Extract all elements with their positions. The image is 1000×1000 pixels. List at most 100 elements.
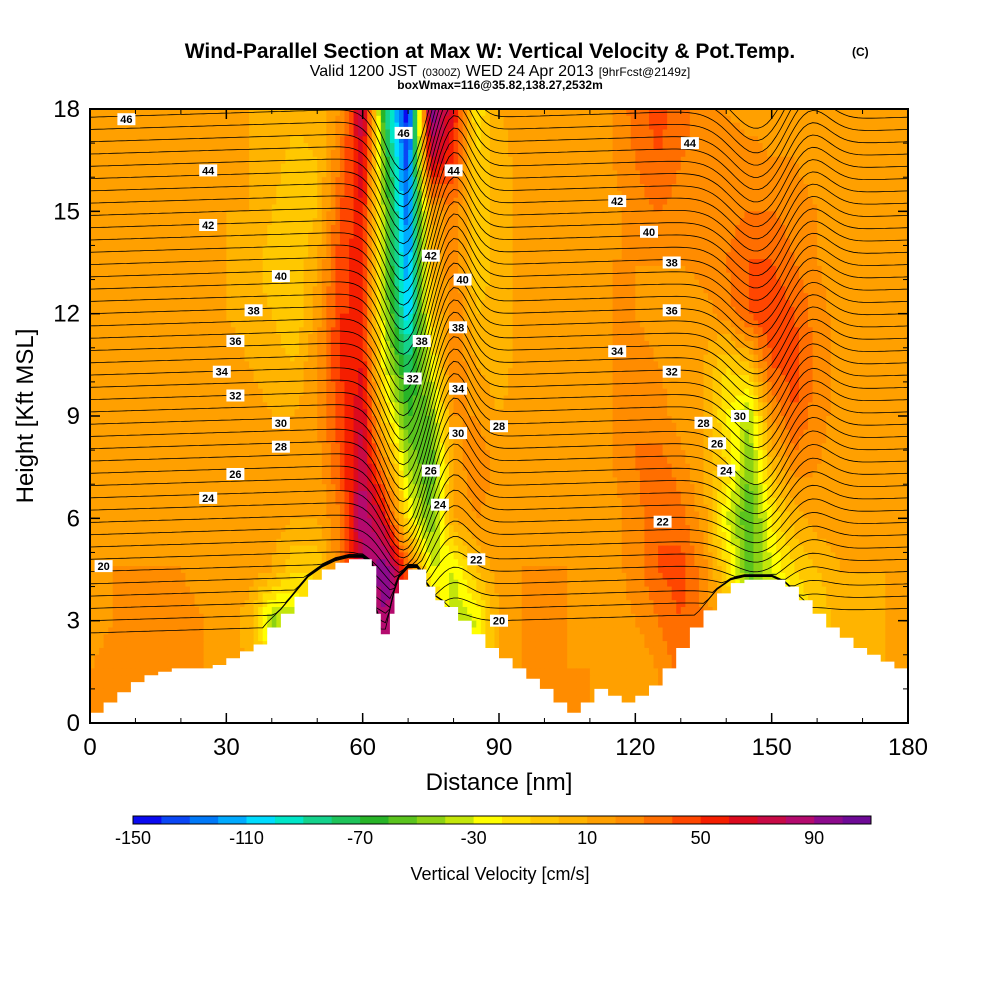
heatmap-cell <box>894 225 899 232</box>
heatmap-cell <box>576 259 581 266</box>
heatmap-cell <box>176 129 181 136</box>
heatmap-cell <box>654 252 659 259</box>
heatmap-cell <box>317 273 322 280</box>
heatmap-cell <box>204 109 209 116</box>
heatmap-cell <box>172 252 177 259</box>
heatmap-cell <box>690 218 695 225</box>
heatmap-cell <box>276 177 281 184</box>
heatmap-cell <box>254 211 259 218</box>
heatmap-cell <box>145 157 150 164</box>
heatmap-cell <box>694 191 699 198</box>
heatmap-cell <box>108 280 113 287</box>
heatmap-cell <box>826 150 831 157</box>
heatmap-cell <box>408 266 413 273</box>
heatmap-cell <box>526 198 531 205</box>
heatmap-cell <box>590 266 595 273</box>
heatmap-cell <box>335 150 340 157</box>
heatmap-cell <box>226 177 231 184</box>
heatmap-cell <box>217 218 222 225</box>
heatmap-cell <box>358 129 363 136</box>
heatmap-cell <box>581 177 586 184</box>
heatmap-cell <box>813 245 818 252</box>
heatmap-cell <box>535 259 540 266</box>
heatmap-cell <box>590 170 595 177</box>
heatmap-cell <box>126 164 131 171</box>
heatmap-cell <box>145 211 150 218</box>
heatmap-cell <box>540 273 545 280</box>
heatmap-cell <box>758 205 763 212</box>
heatmap-cell <box>190 198 195 205</box>
heatmap-cell <box>349 198 354 205</box>
heatmap-cell <box>299 157 304 164</box>
heatmap-cell <box>549 143 554 150</box>
heatmap-cell <box>508 280 513 287</box>
heatmap-cell <box>213 184 218 191</box>
heatmap-cell <box>890 239 895 246</box>
heatmap-cell <box>663 218 668 225</box>
heatmap-cell <box>104 191 109 198</box>
heatmap-cell <box>258 170 263 177</box>
heatmap-cell <box>190 205 195 212</box>
heatmap-cell <box>772 225 777 232</box>
heatmap-cell <box>272 164 277 171</box>
heatmap-cell <box>617 286 622 293</box>
heatmap-cell <box>872 245 877 252</box>
heatmap-cell <box>290 205 295 212</box>
heatmap-cell <box>535 170 540 177</box>
heatmap-cell <box>149 245 154 252</box>
heatmap-cell <box>881 157 886 164</box>
heatmap-cell <box>140 143 145 150</box>
heatmap-cell <box>108 136 113 143</box>
heatmap-cell <box>485 266 490 273</box>
heatmap-cell <box>313 252 318 259</box>
heatmap-cell <box>167 266 172 273</box>
heatmap-cell <box>199 191 204 198</box>
heatmap-cell <box>590 177 595 184</box>
heatmap-cell <box>267 116 272 123</box>
heatmap-cell <box>99 218 104 225</box>
heatmap-cell <box>176 191 181 198</box>
heatmap-cell <box>753 218 758 225</box>
heatmap-cell <box>881 109 886 116</box>
heatmap-cell <box>263 205 268 212</box>
heatmap-cell <box>672 211 677 218</box>
heatmap-cell <box>690 150 695 157</box>
heatmap-cell <box>481 123 486 130</box>
heatmap-cell <box>108 170 113 177</box>
heatmap-cell <box>126 286 131 293</box>
heatmap-cell <box>544 129 549 136</box>
heatmap-cell <box>454 293 459 300</box>
heatmap-cell <box>185 286 190 293</box>
heatmap-cell <box>667 218 672 225</box>
heatmap-cell <box>563 177 568 184</box>
heatmap-cell <box>563 205 568 212</box>
heatmap-cell <box>531 259 536 266</box>
heatmap-cell <box>317 150 322 157</box>
heatmap-cell <box>367 157 372 164</box>
heatmap-cell <box>572 239 577 246</box>
heatmap-cell <box>245 177 250 184</box>
heatmap-cell <box>231 184 236 191</box>
heatmap-cell <box>631 218 636 225</box>
heatmap-cell <box>272 225 277 232</box>
heatmap-cell <box>576 184 581 191</box>
heatmap-cell <box>576 252 581 259</box>
heatmap-cell <box>613 150 618 157</box>
heatmap-cell <box>122 164 127 171</box>
heatmap-cell <box>108 198 113 205</box>
heatmap-cell <box>267 232 272 239</box>
heatmap-cell <box>622 184 627 191</box>
heatmap-cell <box>676 157 681 164</box>
heatmap-cell <box>231 177 236 184</box>
heatmap-cell <box>899 184 904 191</box>
heatmap-cell <box>803 286 808 293</box>
heatmap-cell <box>690 129 695 136</box>
heatmap-cell <box>890 232 895 239</box>
heatmap-cell <box>585 286 590 293</box>
heatmap-cell <box>744 286 749 293</box>
heatmap-cell <box>599 266 604 273</box>
heatmap-cell <box>844 266 849 273</box>
heatmap-cell <box>263 198 268 205</box>
heatmap-cell <box>231 211 236 218</box>
heatmap-cell <box>654 150 659 157</box>
